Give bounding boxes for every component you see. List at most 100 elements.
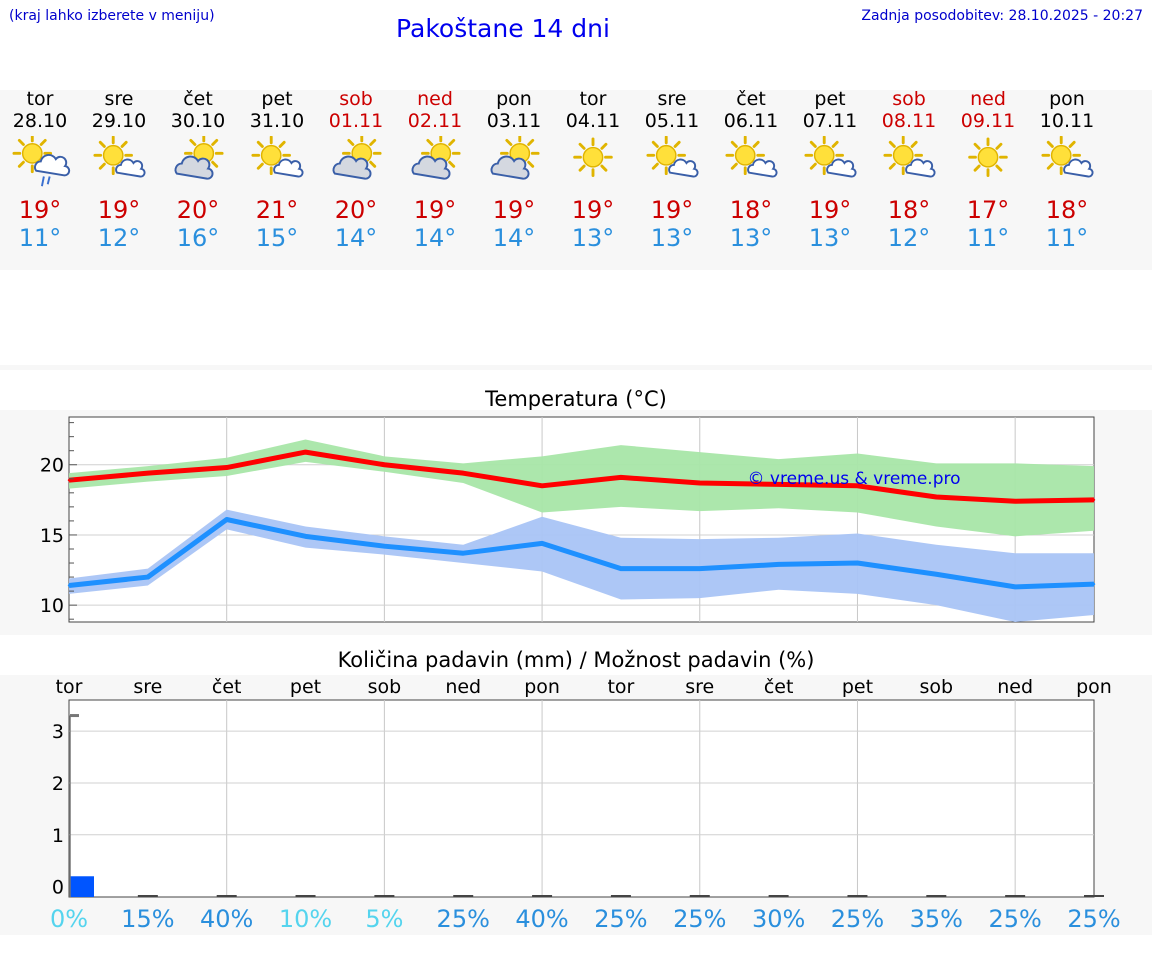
y-tick-label: 0 (52, 877, 64, 899)
precip-bar (926, 895, 947, 897)
temp-max-line (68, 449, 1095, 504)
precip-bar (532, 895, 553, 897)
temp-max: 18° (887, 196, 931, 224)
temp-min: 14° (492, 224, 536, 252)
precip-bar (847, 895, 868, 897)
precip-probability: 10% (279, 905, 332, 933)
day-label: čet (764, 676, 794, 698)
temp-min: 12° (887, 224, 931, 252)
precip-probability: 25% (988, 905, 1041, 933)
temp-min: 11° (1045, 224, 1089, 252)
temp-max: 19° (97, 196, 141, 224)
precip-bar (295, 895, 316, 897)
day-label: pon (1076, 676, 1112, 698)
temp-min: 13° (729, 224, 773, 252)
day-column: sob 08.11 18° 12° (869, 88, 949, 252)
temp-max-point (383, 463, 386, 466)
day-date: 09.11 (960, 110, 1016, 132)
precip-probability: 30% (752, 905, 805, 933)
temp-max-point (304, 450, 307, 454)
temp-min-point (67, 584, 71, 587)
temp-min: 13° (571, 224, 615, 252)
day-date: 28.10 (12, 110, 68, 132)
precip-bar (689, 895, 710, 897)
temp-max: 17° (966, 196, 1010, 224)
temp-max-point (462, 471, 465, 475)
day-name: sre (657, 88, 687, 110)
temperature-chart-title: Temperatura (°C) (485, 387, 667, 411)
temp-min: 11° (966, 224, 1010, 252)
day-column: čet 30.10 20° 16° (158, 88, 238, 252)
temp-max-point (698, 481, 701, 485)
day-name: sre (104, 88, 134, 110)
chart-watermark: © vreme.us & vreme.pro (747, 469, 960, 489)
temp-min-point (146, 575, 150, 579)
temp-max-point (67, 478, 71, 482)
precipitation-chart-title: Količina padavin (mm) / Možnost padavin … (337, 648, 815, 672)
temp-max: 19° (492, 196, 536, 224)
day-label: tor (607, 676, 634, 698)
day-date: 04.11 (565, 110, 621, 132)
day-date: 30.10 (170, 110, 226, 132)
temp-max: 19° (571, 196, 615, 224)
temp-min: 14° (413, 224, 457, 252)
precipitation-plot-area (68, 699, 1095, 898)
day-name: pon (496, 88, 532, 110)
sun-icon (968, 137, 1008, 177)
cloud-sun-icon (411, 136, 461, 180)
day-label: sob (920, 676, 954, 698)
day-label: sre (685, 676, 714, 698)
temp-min-point (383, 544, 386, 548)
temp-max-point (856, 484, 859, 488)
day-label: tor (56, 676, 83, 698)
day-date: 08.11 (881, 110, 937, 132)
temp-min-point (935, 573, 938, 576)
precip-probability: 5% (365, 905, 403, 933)
day-name: tor (579, 88, 607, 110)
day-column: tor 28.10 19° 11° (0, 88, 80, 252)
day-label: čet (212, 676, 242, 698)
temp-min: 12° (97, 224, 141, 252)
y-tick-label: 10 (40, 595, 64, 617)
precip-bar (70, 876, 94, 897)
precip-probability: 40% (200, 905, 253, 933)
precip-bar (768, 895, 789, 897)
temp-min-point (619, 567, 623, 570)
temp-min: 14° (334, 224, 378, 252)
precip-probability: 25% (437, 905, 490, 933)
day-column: sre 29.10 19° 12° (79, 88, 159, 252)
day-column: sob 01.11 20° 14° (316, 88, 396, 252)
temp-min-point (225, 518, 228, 521)
last-update: Zadnja posodobitev: 28.10.2025 - 20:27 (861, 8, 1143, 24)
temp-min-point (540, 542, 544, 545)
day-column: pet 31.10 21° 15° (237, 88, 317, 252)
day-date: 06.11 (723, 110, 779, 132)
precip-bar (137, 895, 158, 897)
temp-min: 15° (255, 224, 299, 252)
day-name: čet (736, 88, 766, 110)
precip-probability: 25% (1067, 905, 1120, 933)
day-column: pon 03.11 19° 14° (474, 88, 554, 252)
day-label: ned (445, 676, 481, 698)
cloud-sun-icon (174, 136, 224, 180)
sun-small-cloud-icon (1041, 136, 1094, 178)
sun-small-cloud-icon (646, 136, 699, 178)
day-date: 07.11 (802, 110, 858, 132)
precip-probability: 40% (515, 905, 568, 933)
temp-max: 21° (255, 196, 299, 224)
y-tick-label: 15 (40, 525, 64, 547)
temp-max-point (1092, 498, 1096, 502)
day-label: ned (997, 676, 1033, 698)
temp-max: 19° (808, 196, 852, 224)
temp-min: 13° (808, 224, 852, 252)
precip-probability: 35% (910, 905, 963, 933)
day-date: 03.11 (486, 110, 542, 132)
precip-probability: 15% (121, 905, 174, 933)
cloud-sun-icon (332, 136, 382, 180)
temp-min-point (1092, 582, 1096, 586)
precip-probability: 0% (50, 905, 88, 933)
day-name: ned (970, 88, 1006, 110)
day-name: pet (261, 88, 293, 110)
day-date: 10.11 (1039, 110, 1095, 132)
day-label: pet (290, 676, 321, 698)
